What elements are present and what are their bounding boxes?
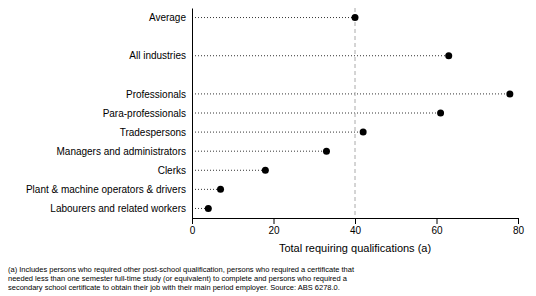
dot bbox=[262, 167, 269, 174]
tick-mark bbox=[192, 218, 193, 224]
tick-label: 60 bbox=[431, 225, 443, 236]
dot bbox=[506, 90, 513, 97]
tick: Average bbox=[149, 12, 192, 23]
chart: 0 20 40 60 80 Labourers and related workers Pl… bbox=[0, 0, 536, 296]
plot: 0 20 40 60 80 Labourers and related workers Pl… bbox=[26, 8, 525, 236]
tick: Managers and administrators bbox=[56, 146, 192, 157]
tick: 60 bbox=[431, 218, 443, 236]
y-axis: Labourers and related workers Plant & mac… bbox=[26, 9, 193, 219]
axis-line bbox=[193, 219, 519, 225]
tick: 0 bbox=[190, 218, 196, 236]
tick-label: 0 bbox=[190, 225, 196, 236]
tick-label: Labourers and related workers bbox=[50, 203, 186, 214]
dot bbox=[352, 14, 359, 21]
tick: Plant & machine operators & drivers bbox=[26, 184, 192, 195]
stem bbox=[192, 132, 363, 133]
tick-label: Tradespersons bbox=[120, 127, 186, 138]
footnote-line: (a) Includes persons who required other … bbox=[8, 265, 355, 274]
stem bbox=[192, 189, 221, 190]
stem bbox=[192, 151, 326, 152]
tick: Tradespersons bbox=[120, 127, 192, 138]
tick: 80 bbox=[513, 218, 525, 236]
tick-label: Plant & machine operators & drivers bbox=[26, 184, 186, 195]
tick: Para-professionals bbox=[103, 108, 192, 119]
tick: Professionals bbox=[126, 89, 192, 100]
tick: Clerks bbox=[158, 165, 192, 176]
tick: 40 bbox=[350, 218, 362, 236]
tick: 20 bbox=[268, 218, 280, 236]
tick: Labourers and related workers bbox=[50, 203, 192, 214]
dot bbox=[205, 205, 212, 212]
tick: All industries bbox=[129, 50, 192, 61]
footnote-line: secondary school certificate to obtain t… bbox=[8, 283, 340, 292]
stem bbox=[192, 93, 510, 94]
axis-line bbox=[192, 9, 193, 219]
stem bbox=[192, 113, 441, 114]
tick-label: Professionals bbox=[126, 89, 186, 100]
dot bbox=[217, 186, 224, 193]
tick-label: All industries bbox=[129, 50, 186, 61]
tick-mark bbox=[518, 218, 519, 224]
footnote-line: needed less than one semester full-time … bbox=[8, 274, 348, 283]
tick-label: Clerks bbox=[158, 165, 186, 176]
dot bbox=[445, 52, 452, 59]
tick-label: 20 bbox=[268, 225, 280, 236]
footnote: (a) Includes persons who required other … bbox=[8, 265, 355, 292]
marks bbox=[192, 8, 513, 218]
tick-label: Average bbox=[149, 12, 187, 23]
dot bbox=[437, 110, 444, 117]
x-axis: 0 20 40 60 80 bbox=[190, 218, 525, 236]
tick-mark bbox=[355, 218, 356, 224]
tick-label: 80 bbox=[513, 225, 525, 236]
dot bbox=[323, 148, 330, 155]
dot bbox=[360, 129, 367, 136]
tick-label: Para-professionals bbox=[103, 108, 186, 119]
tick-label: Managers and administrators bbox=[56, 146, 186, 157]
tick-mark bbox=[437, 218, 438, 224]
tick-mark bbox=[274, 218, 275, 224]
stem bbox=[192, 17, 355, 18]
reference-line bbox=[355, 8, 356, 218]
x-axis-title: Total requiring qualifications (a) bbox=[279, 242, 431, 254]
tick-label: 40 bbox=[350, 225, 362, 236]
stem bbox=[192, 170, 265, 171]
stem bbox=[192, 55, 449, 56]
